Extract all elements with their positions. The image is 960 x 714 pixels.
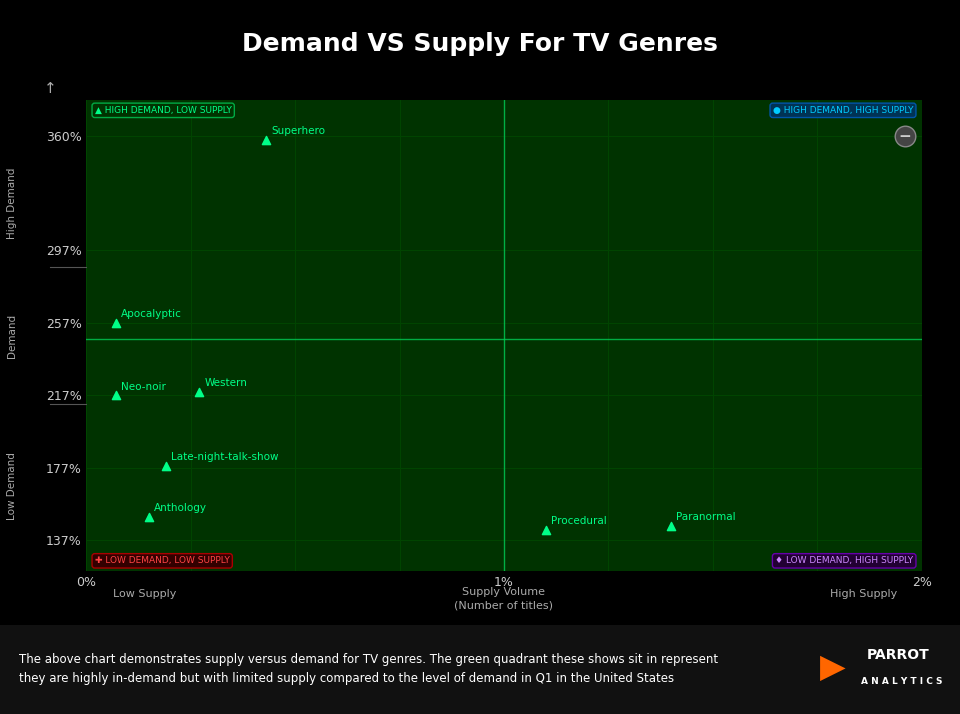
Text: ↑: ↑ <box>43 81 57 96</box>
Text: High Demand: High Demand <box>7 168 16 239</box>
Text: Low Supply: Low Supply <box>113 589 177 599</box>
Text: Demand: Demand <box>7 313 16 358</box>
Point <box>141 511 156 523</box>
Text: ♦ LOW DEMAND, HIGH SUPPLY: ♦ LOW DEMAND, HIGH SUPPLY <box>775 556 913 565</box>
Text: Late-night-talk-show: Late-night-talk-show <box>171 453 278 463</box>
Text: Neo-noir: Neo-noir <box>121 382 165 392</box>
Text: Low Demand: Low Demand <box>7 453 16 521</box>
Point <box>538 524 553 536</box>
Text: −: − <box>899 129 911 144</box>
Point <box>663 521 679 532</box>
Text: ▶: ▶ <box>820 651 846 684</box>
Point <box>158 461 174 472</box>
Point <box>108 317 123 328</box>
Point <box>258 134 274 146</box>
Text: Western: Western <box>204 378 247 388</box>
Text: Superhero: Superhero <box>271 126 325 136</box>
Point <box>108 390 123 401</box>
Text: The above chart demonstrates supply versus demand for TV genres. The green quadr: The above chart demonstrates supply vers… <box>19 653 718 685</box>
Text: Demand VS Supply For TV Genres: Demand VS Supply For TV Genres <box>242 32 718 56</box>
Text: Procedural: Procedural <box>551 516 607 526</box>
Point <box>898 131 913 142</box>
Text: ▲ HIGH DEMAND, LOW SUPPLY: ▲ HIGH DEMAND, LOW SUPPLY <box>95 106 231 115</box>
Text: Paranormal: Paranormal <box>676 512 735 522</box>
Text: High Supply: High Supply <box>829 589 897 599</box>
Text: Supply Volume
(Number of titles): Supply Volume (Number of titles) <box>454 587 554 610</box>
Text: Anthology: Anthology <box>154 503 207 513</box>
Text: A N A L Y T I C S: A N A L Y T I C S <box>861 677 942 686</box>
Text: Apocalyptic: Apocalyptic <box>121 309 181 319</box>
Point <box>191 386 206 398</box>
Text: PARROT: PARROT <box>867 648 929 662</box>
Text: ✚ LOW DEMAND, LOW SUPPLY: ✚ LOW DEMAND, LOW SUPPLY <box>95 556 229 565</box>
Text: ● HIGH DEMAND, HIGH SUPPLY: ● HIGH DEMAND, HIGH SUPPLY <box>773 106 913 115</box>
